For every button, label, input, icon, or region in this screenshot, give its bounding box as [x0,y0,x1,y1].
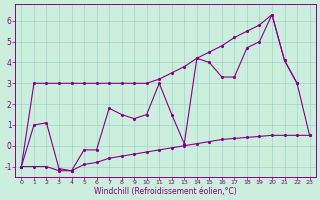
X-axis label: Windchill (Refroidissement éolien,°C): Windchill (Refroidissement éolien,°C) [94,187,237,196]
